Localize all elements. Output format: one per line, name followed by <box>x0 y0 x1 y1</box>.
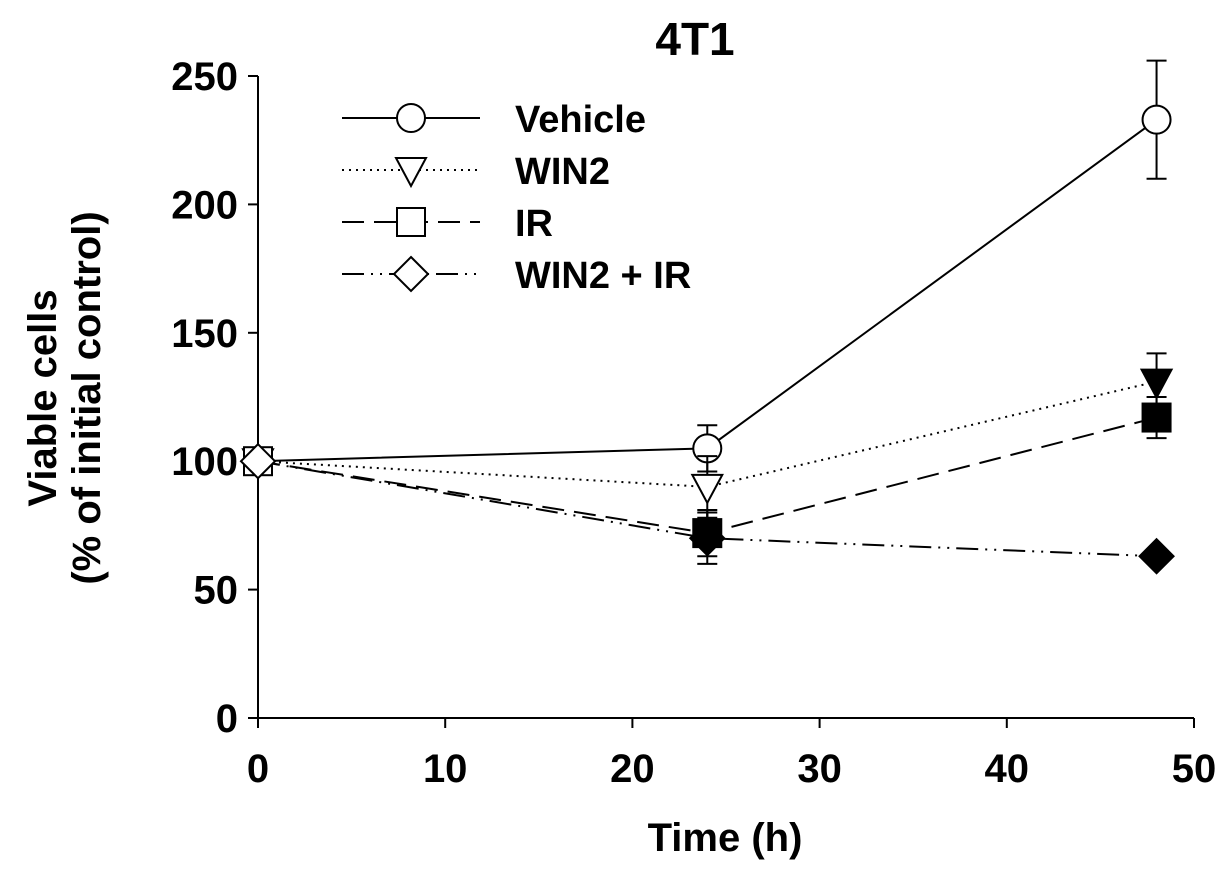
legend-label: WIN2 + IR <box>515 255 691 297</box>
x-tick-label: 30 <box>797 747 842 791</box>
x-tick-label: 10 <box>423 747 468 791</box>
series-line <box>257 380 1157 488</box>
x-tick-label: 0 <box>247 747 269 791</box>
y-tick-label: 0 <box>216 697 238 741</box>
legend-item: WIN2 <box>342 151 610 193</box>
y-tick-label: 250 <box>171 55 238 99</box>
legend-marker <box>392 255 430 293</box>
x-tick-label: 40 <box>985 747 1030 791</box>
y-axis-label: Viable cells (% of initial control) <box>21 211 109 584</box>
y-tick-label: 200 <box>171 183 238 227</box>
data-point <box>1141 402 1172 433</box>
x-axis-label: Time (h) <box>648 816 803 860</box>
data-point <box>1139 368 1174 400</box>
data-point <box>690 473 724 505</box>
legend-item: Vehicle <box>342 99 646 141</box>
legend-marker <box>396 103 426 133</box>
legend-marker <box>394 157 428 189</box>
legend-label: Vehicle <box>515 99 646 141</box>
data-point <box>239 442 277 480</box>
legend-label: IR <box>515 203 553 245</box>
series-vehicle <box>243 59 1172 477</box>
legend-label: WIN2 <box>515 151 610 193</box>
y-axis-label-line-1: Viable cells <box>21 289 65 506</box>
data-point <box>1141 104 1172 135</box>
series-line <box>257 460 1157 558</box>
y-axis-label-line-2: (% of initial control) <box>65 211 109 584</box>
data-point <box>1138 537 1175 575</box>
legend: Vehicle WIN2 IR WIN2 + IR <box>342 99 691 297</box>
axes: 0 50 100 150 200 250 0 10 20 30 40 50 <box>171 55 1216 791</box>
chart-title: 4T1 <box>655 13 734 65</box>
y-tick-label: 50 <box>194 569 239 613</box>
x-tick-label: 20 <box>610 747 655 791</box>
legend-item: WIN2 + IR <box>342 255 691 297</box>
series-layer <box>239 59 1175 575</box>
series-win2-ir <box>239 442 1175 575</box>
legend-item: IR <box>342 203 553 245</box>
x-tick-label: 50 <box>1172 747 1217 791</box>
y-tick-label: 150 <box>171 312 238 356</box>
y-tick-label: 100 <box>171 440 238 484</box>
data-point <box>688 519 726 557</box>
legend-marker <box>396 207 426 237</box>
